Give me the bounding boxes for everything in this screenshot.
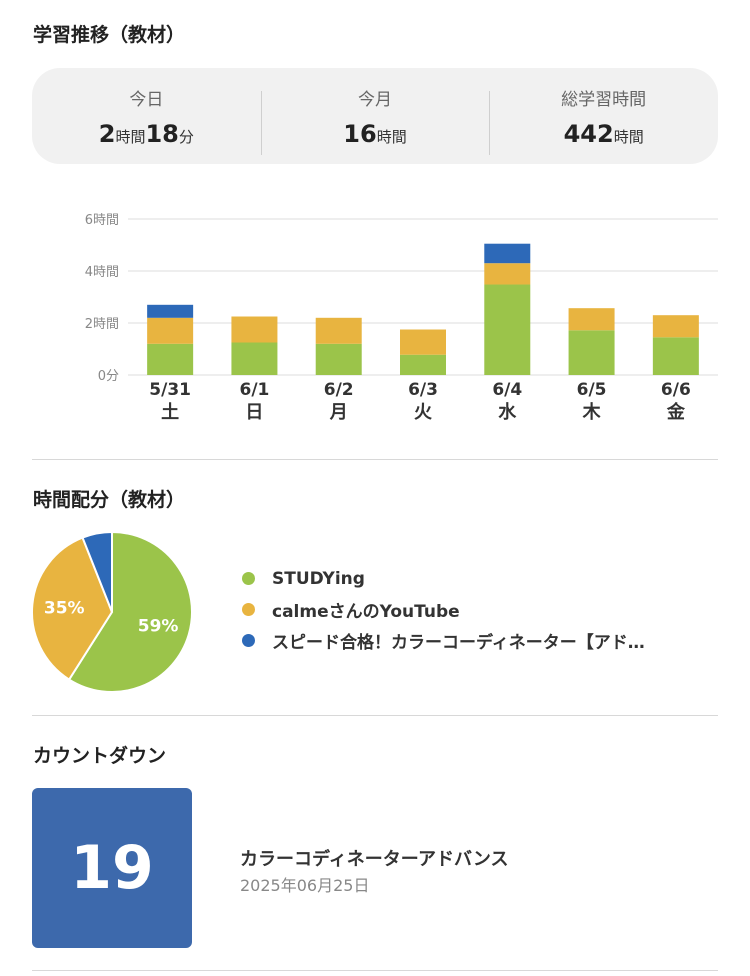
x-tick-date: 5/31 <box>149 380 191 400</box>
bar-segment[interactable] <box>315 317 362 344</box>
countdown-section-title: カウントダウン <box>33 745 167 767</box>
x-tick-weekday: 土 <box>161 402 179 423</box>
bar-segment[interactable] <box>484 284 531 375</box>
x-tick-weekday: 月 <box>329 402 348 423</box>
legend-dot-icon <box>242 572 255 585</box>
pie-slice[interactable] <box>67 530 193 693</box>
bar-segment[interactable] <box>147 304 194 318</box>
summary-today-label: 今日 <box>129 89 164 110</box>
bar-segment[interactable] <box>652 337 699 375</box>
pie-slice-label: 59% <box>138 616 179 636</box>
x-tick-date: 6/1 <box>239 380 269 400</box>
pie-slice-label: 35% <box>44 598 85 618</box>
bar-segment[interactable] <box>652 315 699 338</box>
summary-total-label: 総学習時間 <box>561 89 647 110</box>
bar-segment[interactable] <box>484 263 531 285</box>
countdown-days: 19 <box>70 833 154 903</box>
study-summary-card: 今日 2時間18分 今月 16時間 総学習時間 442時間 <box>32 68 718 164</box>
summary-total-value: 442時間 <box>563 119 644 148</box>
x-tick-date: 6/2 <box>324 380 354 400</box>
bar-segment[interactable] <box>231 316 278 343</box>
pie-legend: STUDYing calmeさんのYouTube スピード合格！カラーコーディネ… <box>242 563 645 656</box>
summary-today: 今日 2時間18分 <box>32 85 261 148</box>
legend-item-speed-pass: スピード合格！カラーコーディネーター【アド… <box>242 625 645 656</box>
summary-today-value: 2時間18分 <box>98 119 194 148</box>
y-tick-label: 0分 <box>98 369 119 384</box>
bar-segment[interactable] <box>568 330 615 375</box>
countdown-exam-date: 2025年06月25日 <box>240 876 370 895</box>
y-tick-label: 2時間 <box>85 317 119 332</box>
divider <box>32 970 718 971</box>
progress-section-title: 学習推移（教材） <box>33 24 186 46</box>
distribution-section-title: 時間配分（教材） <box>33 489 186 511</box>
countdown-exam-name[interactable]: カラーコディネーターアドバンス <box>240 849 509 870</box>
bar-segment[interactable] <box>400 354 446 375</box>
x-tick-date: 6/3 <box>408 380 438 400</box>
x-tick-weekday: 火 <box>414 402 433 423</box>
bar-segment[interactable] <box>147 343 194 375</box>
legend-dot-icon <box>242 603 255 616</box>
x-tick-date: 6/6 <box>661 380 691 400</box>
legend-item-studying: STUDYing <box>242 563 645 594</box>
legend-dot-icon <box>242 634 255 647</box>
y-tick-label: 6時間 <box>85 213 119 228</box>
bar-segment[interactable] <box>315 343 362 375</box>
countdown-days-box[interactable]: 19 <box>32 788 192 948</box>
x-tick-date: 6/5 <box>577 380 607 400</box>
time-distribution-pie: 59% 35% <box>31 530 193 693</box>
legend-item-youtube: calmeさんのYouTube <box>242 594 645 625</box>
summary-month: 今月 16時間 <box>260 85 490 155</box>
bar-segment[interactable] <box>400 329 446 355</box>
summary-month-value: 16時間 <box>343 119 407 148</box>
x-tick-weekday: 日 <box>245 402 263 423</box>
pie-slice[interactable] <box>31 536 114 681</box>
bar-segment[interactable] <box>484 243 531 264</box>
x-tick-weekday: 木 <box>582 401 602 423</box>
pie-slice[interactable] <box>81 530 113 613</box>
x-tick-weekday: 金 <box>666 401 686 423</box>
divider <box>32 715 718 716</box>
x-tick-date: 6/4 <box>492 380 522 400</box>
summary-month-label: 今月 <box>358 89 392 110</box>
summary-total: 総学習時間 442時間 <box>489 85 718 155</box>
bar-segment[interactable] <box>568 308 615 331</box>
x-tick-weekday: 水 <box>498 401 517 423</box>
bar-segment[interactable] <box>147 317 194 344</box>
divider <box>32 459 718 460</box>
y-tick-label: 4時間 <box>85 265 119 280</box>
bar-segment[interactable] <box>231 342 278 376</box>
study-progress-chart: 0分 2時間 4時間 6時間 5/31土 6/1日 6/2月 6/3火 6/4水 6/5木 6/6金 <box>85 213 718 423</box>
